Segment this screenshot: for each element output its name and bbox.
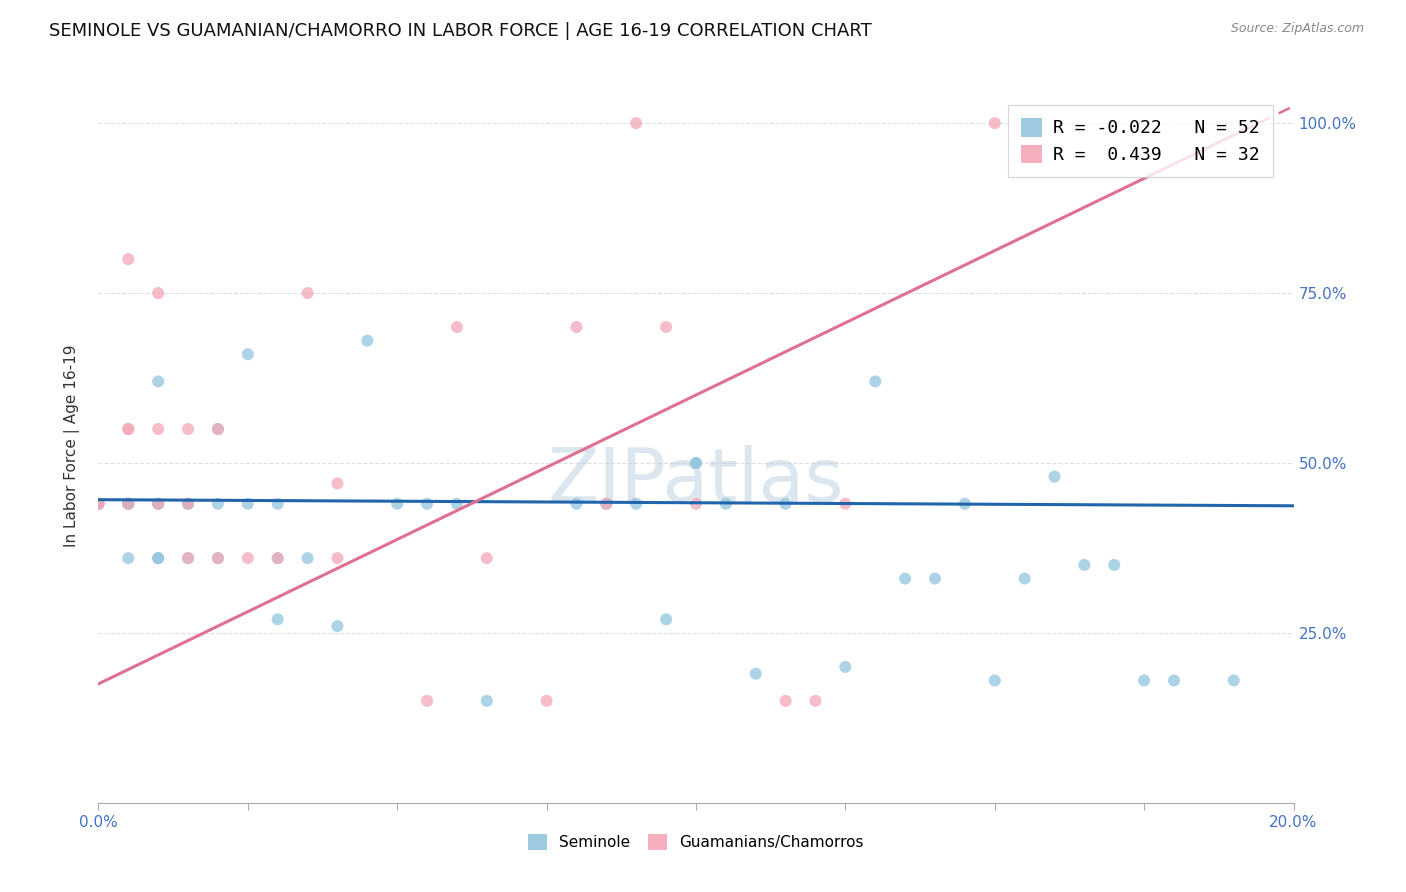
Point (207, 551, 229, 566)
Point (177, 422, 200, 436)
Point (356, 334, 378, 348)
Point (775, 497, 797, 511)
Point (236, 497, 259, 511)
Point (655, 320, 678, 334)
Point (297, 286, 319, 301)
Point (894, 572, 917, 586)
Point (1073, 558, 1095, 572)
Point (207, 551, 229, 566)
Point (207, 422, 229, 436)
Point (984, 116, 1007, 130)
Point (148, 551, 170, 566)
Point (953, 497, 976, 511)
Point (177, 497, 200, 511)
Y-axis label: In Labor Force | Age 16-19: In Labor Force | Age 16-19 (63, 344, 80, 548)
Point (775, 694, 797, 708)
Point (117, 422, 139, 436)
Point (326, 551, 349, 566)
Point (655, 612, 678, 626)
Point (87, 497, 110, 511)
Point (297, 551, 319, 566)
Point (1104, 558, 1126, 572)
Point (565, 320, 588, 334)
Point (536, 694, 558, 708)
Point (148, 497, 170, 511)
Point (148, 375, 170, 389)
Point (714, 497, 737, 511)
Point (416, 694, 439, 708)
Point (1163, 673, 1185, 688)
Point (177, 551, 200, 566)
Text: Source: ZipAtlas.com: Source: ZipAtlas.com (1230, 22, 1364, 36)
Point (117, 497, 139, 511)
Text: SEMINOLE VS GUAMANIAN/CHAMORRO IN LABOR FORCE | AGE 16-19 CORRELATION CHART: SEMINOLE VS GUAMANIAN/CHAMORRO IN LABOR … (49, 22, 872, 40)
Point (804, 694, 827, 708)
Point (148, 497, 170, 511)
Point (1223, 673, 1246, 688)
Point (267, 497, 290, 511)
Point (385, 497, 409, 511)
Point (685, 497, 707, 511)
Point (236, 551, 259, 566)
Point (326, 619, 349, 633)
Point (87, 497, 110, 511)
Point (595, 497, 617, 511)
Point (685, 456, 707, 470)
Point (177, 551, 200, 566)
Point (148, 497, 170, 511)
Point (626, 116, 648, 130)
Point (87, 497, 110, 511)
Point (475, 694, 498, 708)
Point (446, 497, 468, 511)
Point (267, 551, 290, 566)
Point (595, 497, 617, 511)
Point (1014, 572, 1036, 586)
Point (475, 551, 498, 566)
Point (117, 497, 139, 511)
Point (984, 673, 1007, 688)
Point (148, 422, 170, 436)
Point (117, 551, 139, 566)
Point (148, 551, 170, 566)
Point (207, 422, 229, 436)
Point (446, 320, 468, 334)
Point (207, 497, 229, 511)
Point (267, 551, 290, 566)
Point (565, 497, 588, 511)
Point (87, 497, 110, 511)
Point (685, 456, 707, 470)
Point (326, 476, 349, 491)
Point (865, 375, 887, 389)
Point (834, 660, 856, 674)
Legend: Seminole, Guamanians/Chamorros: Seminole, Guamanians/Chamorros (519, 825, 873, 859)
Point (87, 497, 110, 511)
Point (148, 286, 170, 301)
Point (177, 497, 200, 511)
Point (416, 497, 439, 511)
Point (924, 572, 946, 586)
Point (117, 252, 139, 266)
Point (117, 497, 139, 511)
Point (117, 422, 139, 436)
Point (1133, 673, 1156, 688)
Point (177, 497, 200, 511)
Point (626, 497, 648, 511)
Point (236, 347, 259, 361)
Point (267, 612, 290, 626)
Point (117, 497, 139, 511)
Text: ZIPatlas: ZIPatlas (548, 445, 844, 518)
Point (834, 497, 856, 511)
Point (1043, 469, 1066, 483)
Point (745, 666, 768, 681)
